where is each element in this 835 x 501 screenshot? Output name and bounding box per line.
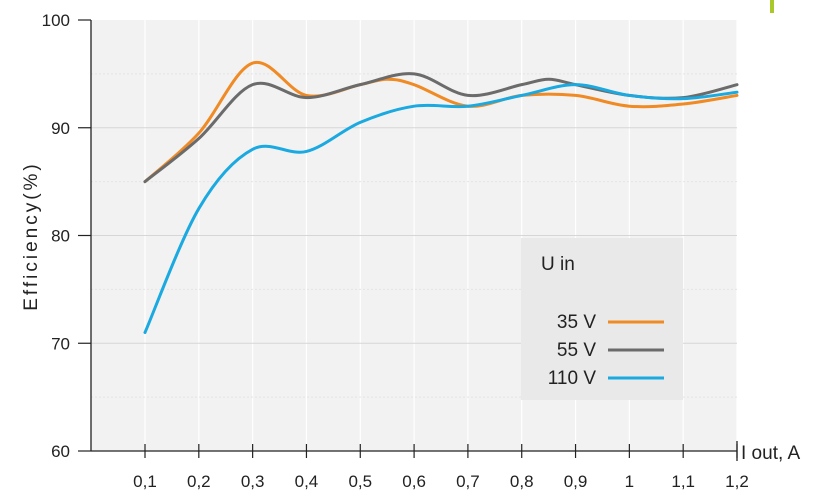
y-axis-title: Efficiency(%): [21, 161, 42, 311]
x-tick-label: 0,3: [241, 472, 265, 491]
legend-label-110v: 110 V: [548, 368, 597, 389]
x-tick-label: 0,8: [510, 472, 534, 491]
corner-accent-mark: [770, 0, 774, 13]
x-tick-label: 0,9: [564, 472, 588, 491]
legend-title: U in: [541, 254, 575, 275]
y-tick-label: 70: [51, 334, 70, 353]
series-layer: [143, 60, 739, 334]
x-axis-title: I out, A: [741, 443, 800, 464]
y-tick-label: 60: [51, 442, 70, 461]
legend-box: [521, 238, 683, 400]
x-tick-label: 0,7: [456, 472, 480, 491]
y-tick-label: 100: [42, 11, 70, 30]
y-tick-label: 90: [51, 119, 70, 138]
x-tick-label: 0,6: [402, 472, 426, 491]
tick-labels: 0,1 0,2 0,3 0,4 0,5 0,6 0,7 0,8 0,9 1 1,1 1,2 60 70 80…: [42, 11, 749, 491]
series-line-110v: [143, 83, 739, 334]
legend: U in 35 V 55 V 110 V: [521, 238, 683, 400]
x-tick-label: 1,2: [725, 472, 749, 491]
x-tick-label: 0,2: [187, 472, 211, 491]
x-tick-label: 0,4: [295, 472, 319, 491]
y-tick-label: 80: [51, 227, 70, 246]
series-line-35v: [143, 60, 739, 184]
legend-label-35v: 35 V: [557, 312, 596, 333]
legend-label-55v: 55 V: [557, 340, 596, 361]
x-tick-label: 0,5: [348, 472, 372, 491]
x-tick-label: 0,1: [133, 472, 157, 491]
x-tick-label: 1: [625, 472, 634, 491]
x-tick-label: 1,1: [671, 472, 695, 491]
